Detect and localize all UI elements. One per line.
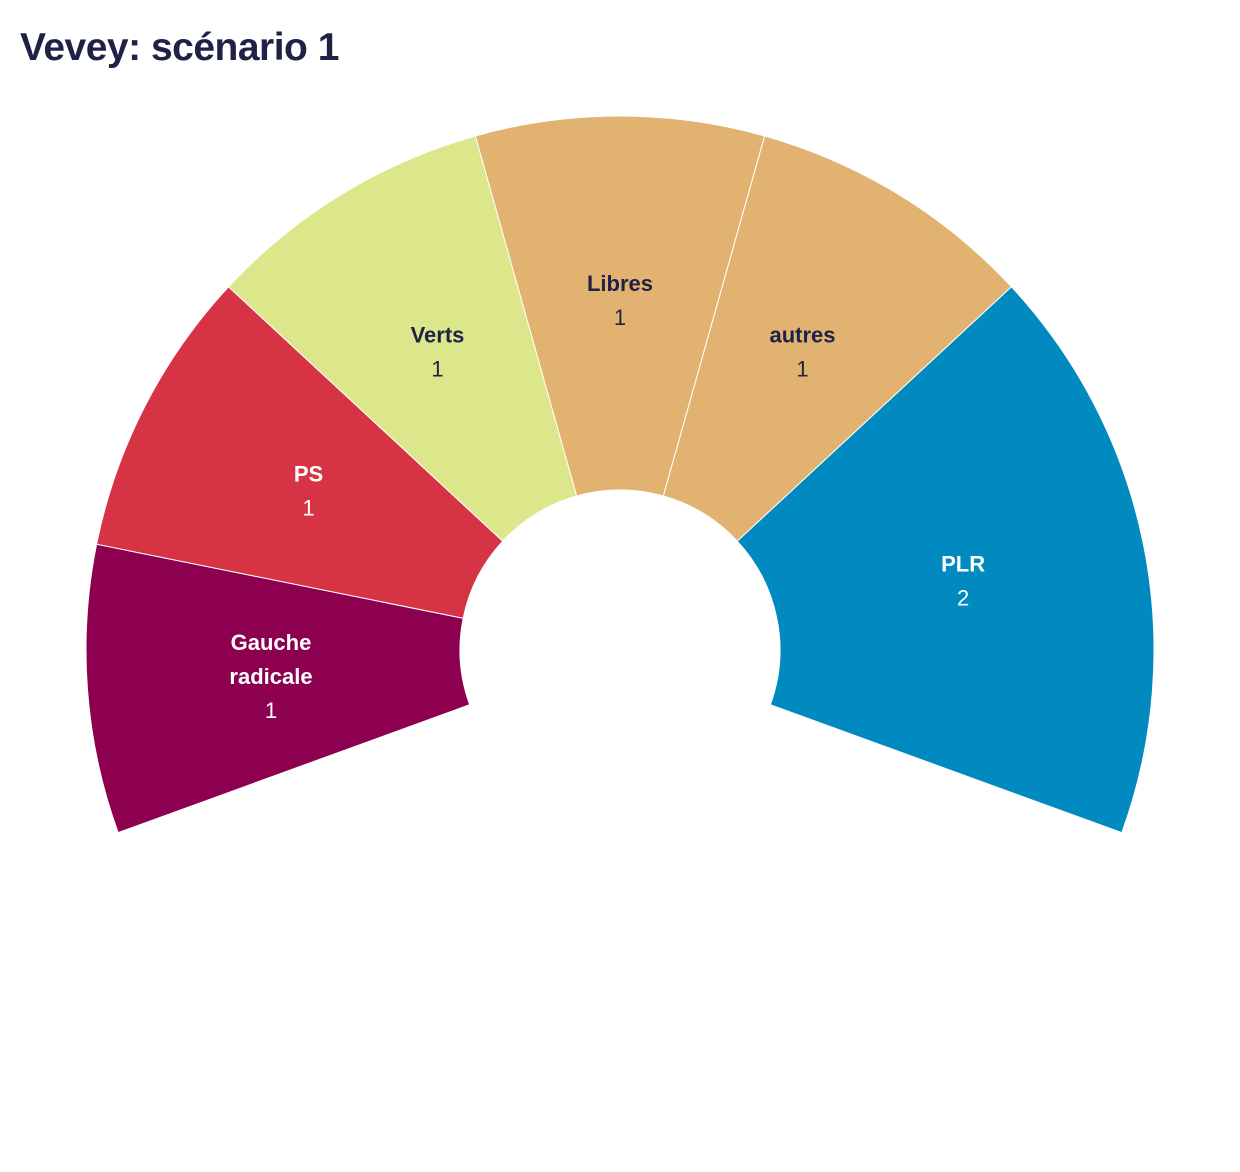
segment-ps bbox=[96, 286, 504, 619]
segment-gauche-radicale bbox=[85, 543, 471, 834]
chart-title: Vevey: scénario 1 bbox=[20, 26, 339, 69]
segment-label-plr: PLR bbox=[941, 552, 985, 577]
segment-value-verts: 1 bbox=[431, 356, 443, 381]
segment-label-ps: PS bbox=[294, 461, 323, 486]
segment-value-ps: 1 bbox=[302, 495, 314, 520]
segment-value-gauche-radicale: 1 bbox=[265, 698, 277, 723]
seat-segments bbox=[85, 115, 1155, 834]
seat-labels: Gauche radicale 1 PS 1 Verts 1 Libres 1 autres 1 PL… bbox=[229, 271, 985, 723]
segment-label-libres: Libres bbox=[587, 271, 653, 296]
segment-value-libres: 1 bbox=[614, 305, 626, 330]
segment-label-verts: Verts bbox=[411, 322, 465, 347]
segment-label-autres: autres bbox=[769, 322, 835, 347]
segment-verts bbox=[227, 135, 578, 542]
segment-plr bbox=[736, 286, 1155, 834]
segment-label-gauche-radicale: Gauche radicale bbox=[229, 630, 312, 689]
segment-value-autres: 1 bbox=[796, 356, 808, 381]
segment-autres bbox=[662, 135, 1013, 542]
segment-libres bbox=[474, 115, 766, 497]
segment-value-plr: 2 bbox=[957, 586, 969, 611]
